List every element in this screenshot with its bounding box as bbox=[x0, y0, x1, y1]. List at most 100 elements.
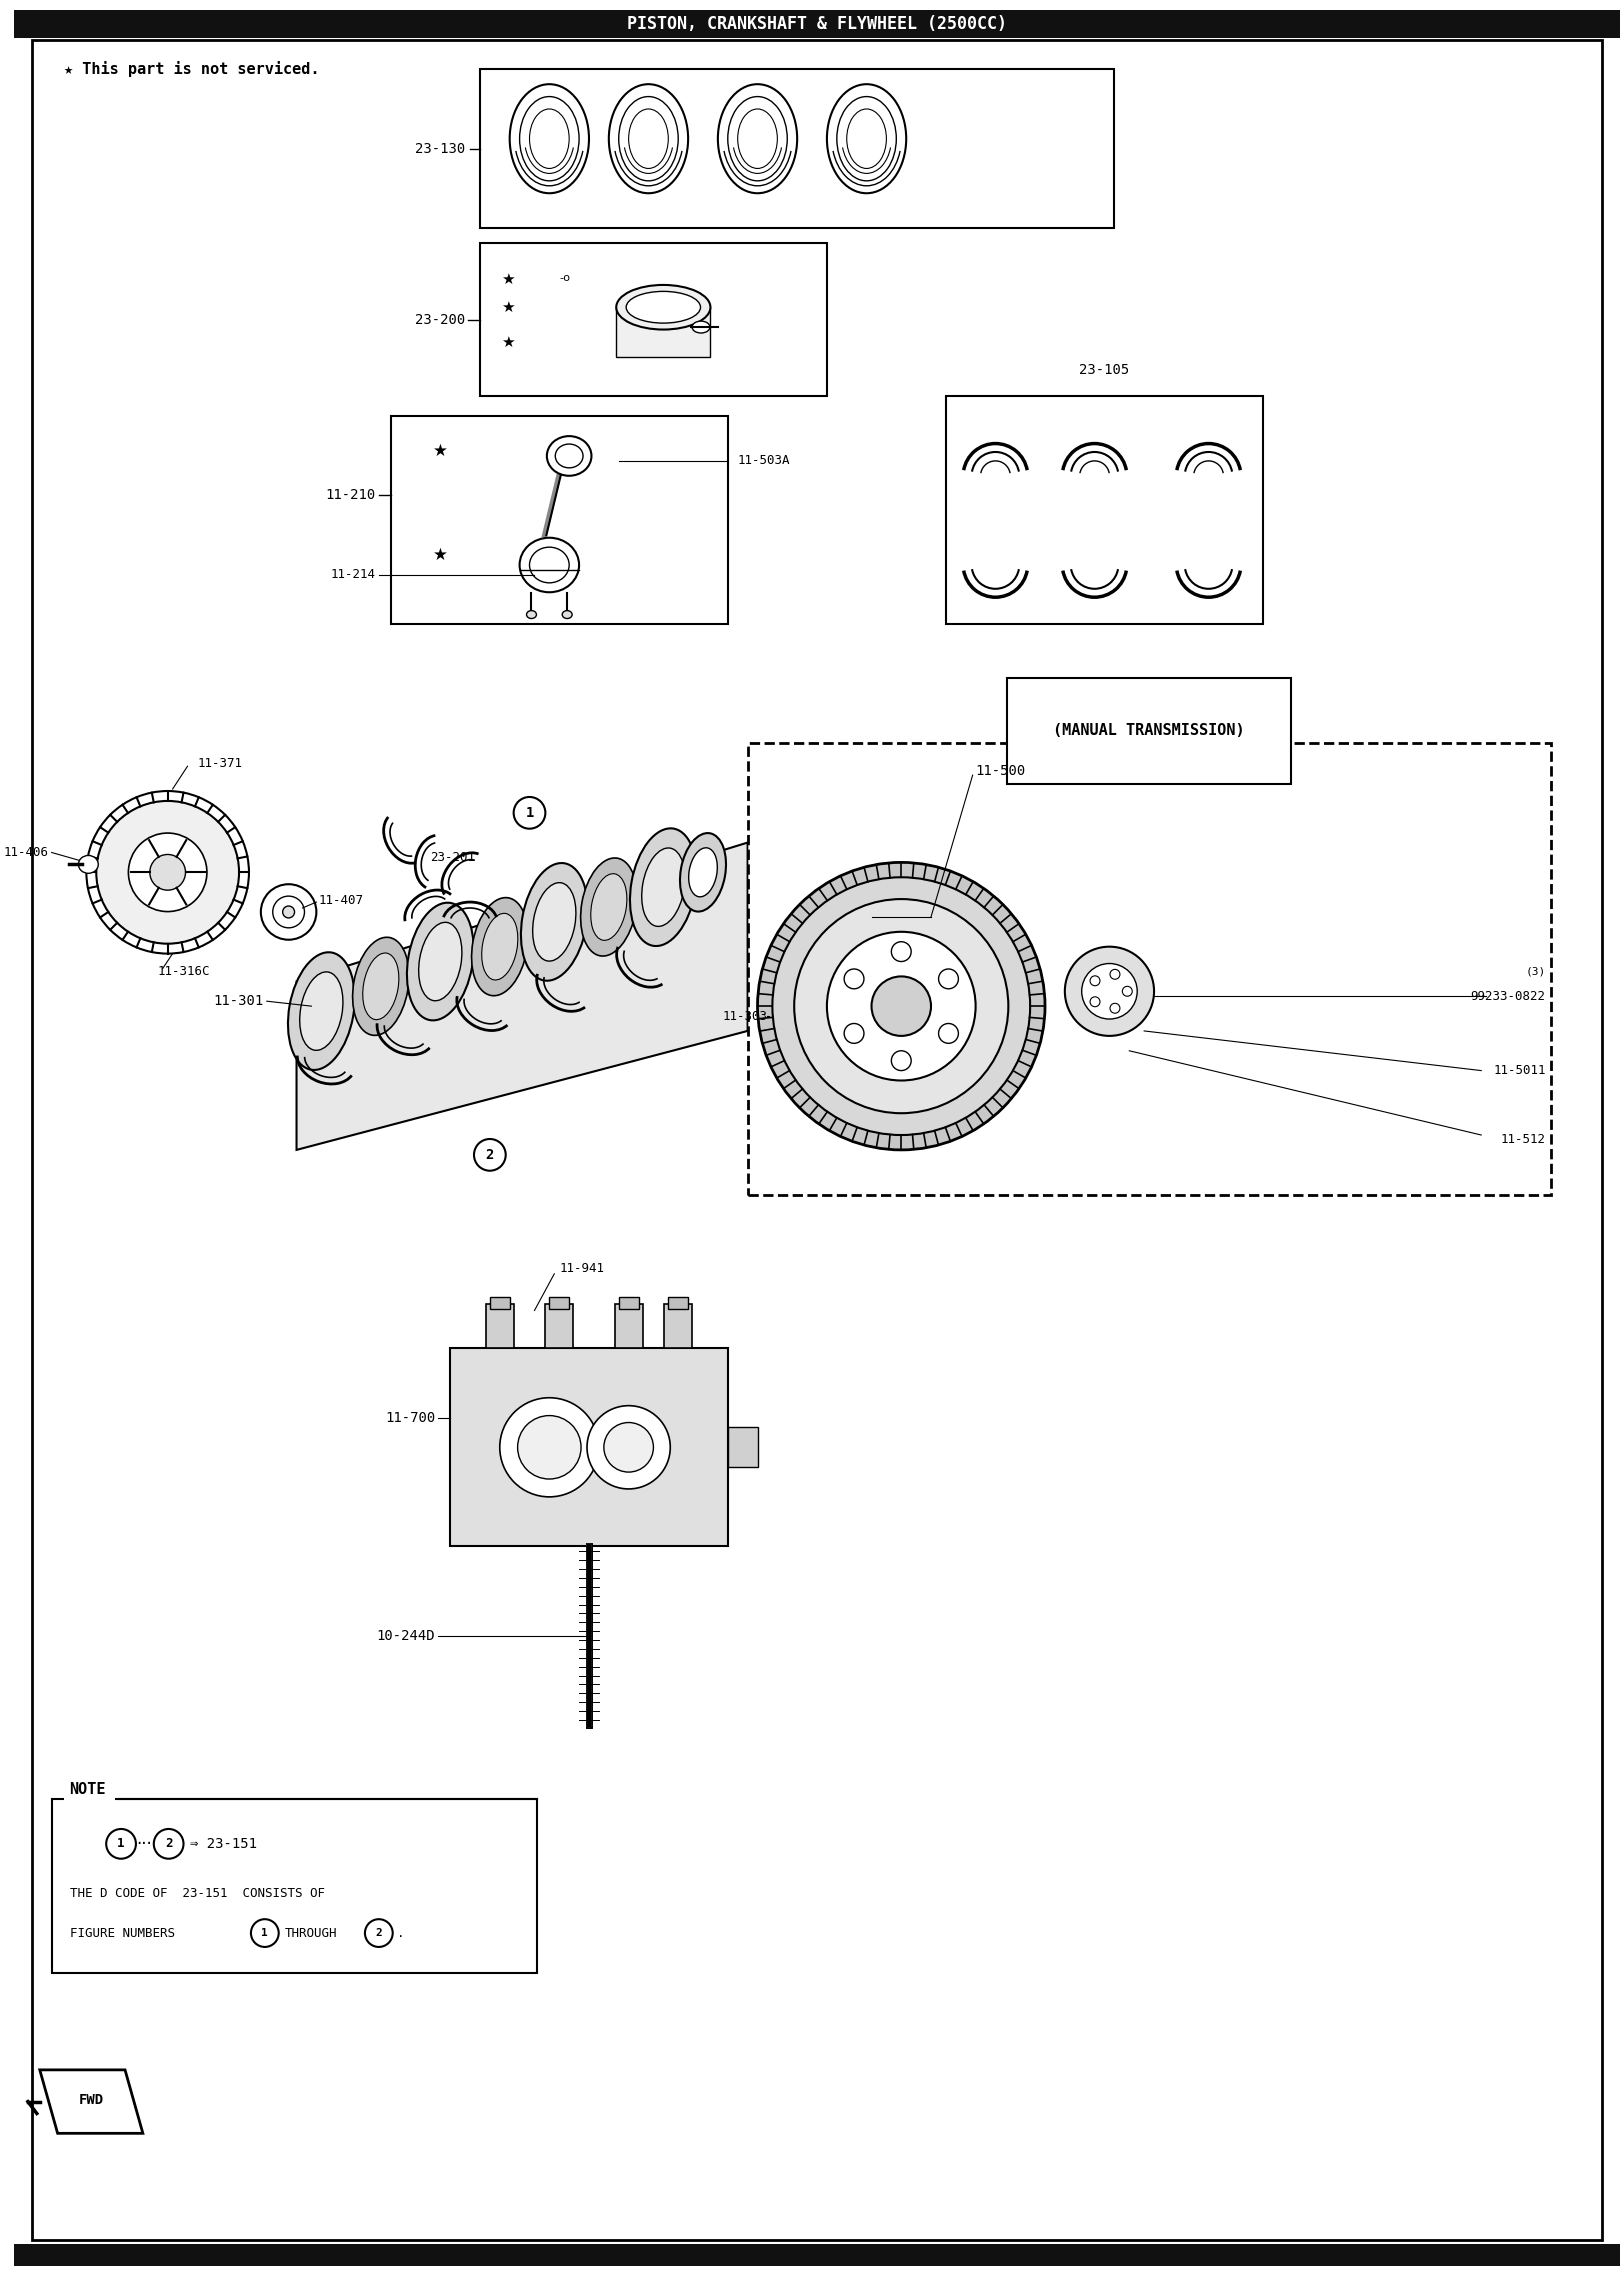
Text: FIGURE NUMBERS: FIGURE NUMBERS bbox=[70, 1925, 175, 1939]
Circle shape bbox=[773, 876, 1030, 1136]
Text: ★: ★ bbox=[433, 546, 447, 564]
Circle shape bbox=[154, 1830, 183, 1859]
Text: (3): (3) bbox=[1526, 967, 1545, 976]
Bar bbox=[747, 744, 1550, 1195]
Circle shape bbox=[1110, 1004, 1119, 1013]
Ellipse shape bbox=[548, 437, 591, 476]
Ellipse shape bbox=[530, 546, 569, 583]
Ellipse shape bbox=[522, 863, 588, 981]
Ellipse shape bbox=[530, 109, 569, 168]
Ellipse shape bbox=[407, 904, 473, 1020]
Bar bbox=[727, 1427, 758, 1468]
Ellipse shape bbox=[680, 833, 726, 913]
Text: ★: ★ bbox=[501, 273, 515, 287]
Text: 11-700: 11-700 bbox=[386, 1411, 436, 1425]
Bar bbox=[546, 1304, 573, 1347]
Ellipse shape bbox=[838, 96, 896, 180]
Circle shape bbox=[844, 970, 863, 988]
Circle shape bbox=[1090, 997, 1100, 1006]
Ellipse shape bbox=[727, 96, 787, 180]
Text: .: . bbox=[397, 1925, 403, 1939]
Bar bbox=[619, 1297, 638, 1309]
Bar bbox=[669, 1297, 688, 1309]
Polygon shape bbox=[296, 842, 747, 1149]
Text: ★: ★ bbox=[433, 442, 447, 460]
Ellipse shape bbox=[609, 84, 688, 193]
Ellipse shape bbox=[481, 913, 518, 981]
Text: 11-512: 11-512 bbox=[1500, 1133, 1545, 1147]
Text: THROUGH: THROUGH bbox=[285, 1925, 337, 1939]
Text: 11-303: 11-303 bbox=[723, 1011, 768, 1022]
Bar bbox=[390, 417, 727, 624]
Text: 1: 1 bbox=[525, 806, 533, 819]
Circle shape bbox=[1064, 947, 1153, 1036]
Circle shape bbox=[149, 854, 186, 890]
Ellipse shape bbox=[288, 951, 355, 1070]
Bar bbox=[480, 68, 1115, 228]
Polygon shape bbox=[40, 2069, 143, 2133]
Circle shape bbox=[1082, 963, 1137, 1020]
Text: ★: ★ bbox=[501, 335, 515, 351]
Ellipse shape bbox=[642, 849, 685, 926]
Circle shape bbox=[938, 1024, 959, 1042]
Ellipse shape bbox=[418, 922, 462, 1001]
Bar bbox=[15, 2244, 1620, 2267]
Text: 11-503A: 11-503A bbox=[737, 455, 791, 467]
Circle shape bbox=[586, 1407, 671, 1489]
Text: 11-500: 11-500 bbox=[975, 765, 1025, 778]
Ellipse shape bbox=[520, 537, 578, 592]
Text: 11-214: 11-214 bbox=[330, 569, 376, 580]
Ellipse shape bbox=[300, 972, 343, 1049]
Circle shape bbox=[128, 833, 207, 913]
Circle shape bbox=[282, 906, 295, 917]
Circle shape bbox=[604, 1422, 653, 1473]
Text: 1: 1 bbox=[261, 1928, 269, 1939]
Circle shape bbox=[364, 1919, 392, 1946]
Bar bbox=[486, 1304, 514, 1347]
Text: 23-201: 23-201 bbox=[429, 851, 475, 865]
Text: 11-5011: 11-5011 bbox=[1494, 1065, 1545, 1077]
Ellipse shape bbox=[847, 109, 886, 168]
Ellipse shape bbox=[78, 856, 99, 874]
Ellipse shape bbox=[556, 444, 583, 469]
Ellipse shape bbox=[510, 84, 590, 193]
Text: 11-941: 11-941 bbox=[559, 1263, 604, 1275]
Circle shape bbox=[758, 863, 1045, 1149]
Circle shape bbox=[272, 897, 305, 929]
Ellipse shape bbox=[619, 96, 679, 180]
Text: 11-316C: 11-316C bbox=[157, 965, 211, 979]
Ellipse shape bbox=[692, 321, 710, 332]
Circle shape bbox=[891, 942, 910, 960]
Ellipse shape bbox=[737, 109, 778, 168]
Circle shape bbox=[826, 931, 975, 1081]
Text: ···: ··· bbox=[136, 1834, 152, 1853]
Text: 11-301: 11-301 bbox=[214, 995, 264, 1008]
Bar bbox=[52, 1800, 538, 1973]
Text: ★: ★ bbox=[501, 300, 515, 314]
Text: THE D CODE OF  23-151  CONSISTS OF: THE D CODE OF 23-151 CONSISTS OF bbox=[70, 1887, 324, 1900]
Bar bbox=[480, 244, 826, 396]
Ellipse shape bbox=[353, 938, 408, 1036]
Text: PISTON, CRANKSHAFT & FLYWHEEL (2500CC): PISTON, CRANKSHAFT & FLYWHEEL (2500CC) bbox=[627, 14, 1008, 32]
Circle shape bbox=[261, 883, 316, 940]
Ellipse shape bbox=[826, 84, 906, 193]
Text: 23-200: 23-200 bbox=[415, 312, 465, 328]
Ellipse shape bbox=[629, 109, 669, 168]
Bar bbox=[489, 1297, 510, 1309]
Bar bbox=[63, 1791, 115, 1803]
Circle shape bbox=[872, 976, 931, 1036]
Circle shape bbox=[938, 970, 959, 988]
Bar bbox=[614, 1304, 643, 1347]
Text: NOTE: NOTE bbox=[70, 1782, 105, 1798]
Ellipse shape bbox=[562, 610, 572, 619]
Ellipse shape bbox=[471, 897, 528, 995]
Circle shape bbox=[518, 1416, 582, 1479]
Circle shape bbox=[1123, 986, 1132, 997]
Text: 11-407: 11-407 bbox=[319, 894, 363, 906]
Ellipse shape bbox=[688, 847, 718, 897]
Circle shape bbox=[96, 801, 240, 945]
Text: 11-406: 11-406 bbox=[3, 847, 49, 858]
Text: 2: 2 bbox=[376, 1928, 382, 1939]
Text: 2: 2 bbox=[165, 1837, 172, 1850]
Circle shape bbox=[251, 1919, 279, 1946]
